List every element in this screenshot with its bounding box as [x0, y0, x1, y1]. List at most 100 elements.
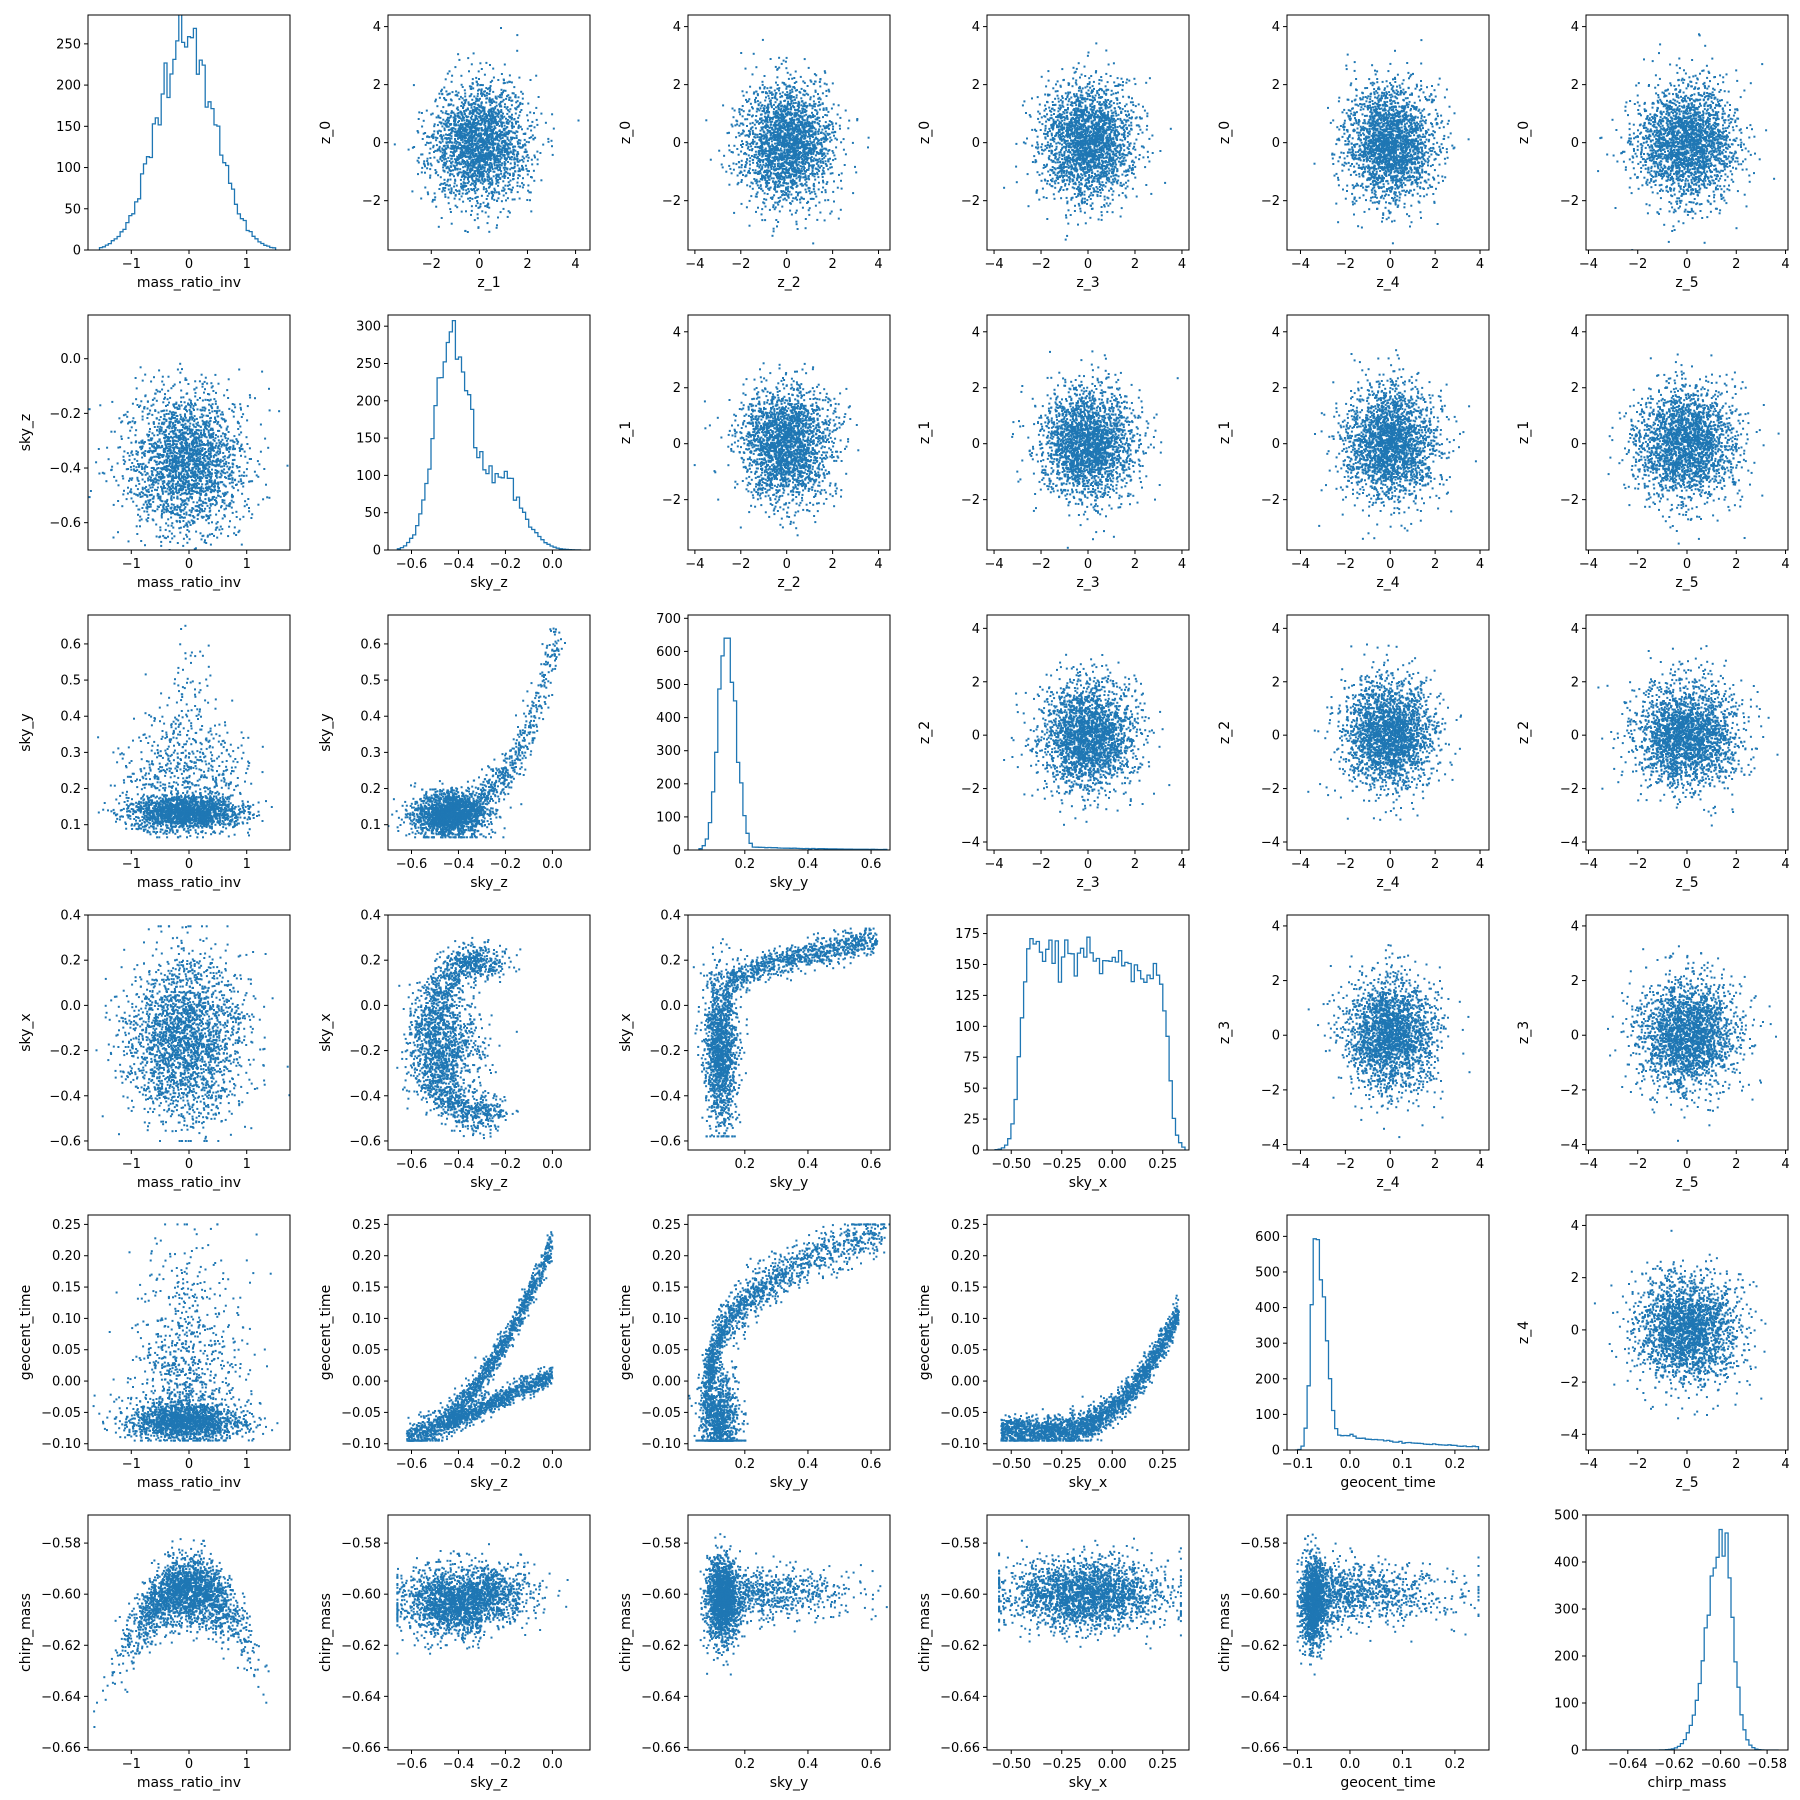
- scatter-point: [788, 78, 790, 80]
- scatter-point: [802, 207, 804, 209]
- scatter-point: [499, 136, 501, 138]
- scatter-point: [783, 151, 785, 153]
- scatter-point: [490, 152, 492, 154]
- scatter-point: [818, 166, 820, 168]
- y-tick-label: 0: [673, 136, 681, 151]
- scatter-point: [811, 141, 813, 143]
- scatter-point: [812, 105, 814, 107]
- scatter-point: [474, 185, 476, 187]
- scatter-point: [484, 178, 486, 180]
- scatter-point: [771, 157, 773, 159]
- scatter-point: [775, 206, 777, 208]
- scatter-point: [504, 134, 506, 136]
- scatter-point: [533, 112, 535, 114]
- scatter-point: [749, 86, 751, 88]
- scatter-point: [463, 119, 465, 121]
- scatter-point: [468, 104, 470, 106]
- scatter-point: [1065, 92, 1067, 94]
- scatter-point: [515, 123, 517, 125]
- scatter-point: [492, 107, 494, 109]
- scatter-point: [499, 133, 501, 135]
- scatter-point: [426, 160, 428, 162]
- scatter-point: [442, 138, 444, 140]
- scatter-point: [519, 160, 521, 162]
- scatter-point: [781, 156, 783, 158]
- scatter-point: [805, 144, 807, 146]
- scatter-point: [802, 161, 804, 163]
- scatter-point: [781, 115, 783, 117]
- scatter-point: [759, 180, 761, 182]
- scatter-point: [443, 159, 445, 161]
- scatter-point: [461, 211, 463, 213]
- scatter-point: [424, 187, 426, 189]
- scatter-point: [471, 99, 473, 101]
- scatter-point: [800, 183, 802, 185]
- scatter-point: [760, 107, 762, 109]
- scatter-point: [444, 190, 446, 192]
- scatter-point: [467, 188, 469, 190]
- scatter-point: [488, 121, 490, 123]
- scatter-point: [800, 137, 802, 139]
- scatter-point: [486, 97, 488, 99]
- scatter-point: [490, 99, 492, 101]
- scatter-point: [507, 119, 509, 121]
- scatter-point: [448, 104, 450, 106]
- scatter-point: [502, 117, 504, 119]
- scatter-point: [511, 114, 513, 116]
- scatter-point: [500, 106, 502, 108]
- scatter-point: [538, 96, 540, 98]
- scatter-point: [451, 223, 453, 225]
- scatter-point: [500, 211, 502, 213]
- scatter-point: [795, 212, 797, 214]
- scatter-point: [748, 170, 750, 172]
- scatter-point: [464, 93, 466, 95]
- y-axis-label: z_0: [618, 121, 634, 144]
- scatter-point: [489, 127, 491, 129]
- scatter-point: [486, 198, 488, 200]
- scatter-point: [481, 149, 483, 151]
- x-tick-label: 0: [185, 257, 193, 272]
- scatter-point: [809, 128, 811, 130]
- scatter-point: [487, 130, 489, 132]
- scatter-point: [796, 94, 798, 96]
- scatter-point: [765, 206, 767, 208]
- scatter-point: [795, 113, 797, 115]
- scatter-point: [462, 174, 464, 176]
- scatter-point: [795, 174, 797, 176]
- scatter-point: [826, 95, 828, 97]
- scatter-point: [818, 128, 820, 130]
- scatter-point: [789, 90, 791, 92]
- scatter-point: [822, 116, 824, 118]
- scatter-point: [788, 122, 790, 124]
- scatter-point: [770, 126, 772, 128]
- scatter-point: [793, 106, 795, 108]
- scatter-point: [761, 105, 763, 107]
- scatter-point: [833, 154, 835, 156]
- scatter-point: [797, 109, 799, 111]
- scatter-point: [536, 119, 538, 121]
- scatter-point: [752, 133, 754, 135]
- scatter-point: [790, 162, 792, 164]
- scatter-point: [781, 119, 783, 121]
- scatter-point: [767, 109, 769, 111]
- scatter-point: [845, 153, 847, 155]
- scatter-point: [800, 97, 802, 99]
- scatter-point: [479, 115, 481, 117]
- scatter-point: [449, 140, 451, 142]
- scatter-point: [772, 145, 774, 147]
- scatter-point: [827, 160, 829, 162]
- scatter-point: [810, 117, 812, 119]
- scatter-point: [463, 111, 465, 113]
- scatter-point: [439, 146, 441, 148]
- scatter-point: [426, 142, 428, 144]
- scatter-point: [817, 93, 819, 95]
- scatter-point: [474, 166, 476, 168]
- scatter-point: [754, 101, 756, 103]
- scatter-point: [494, 107, 496, 109]
- scatter-point: [812, 107, 814, 109]
- scatter-point: [749, 225, 751, 227]
- scatter-point: [800, 130, 802, 132]
- scatter-point: [494, 119, 496, 121]
- scatter-point: [777, 130, 779, 132]
- scatter-point: [767, 167, 769, 169]
